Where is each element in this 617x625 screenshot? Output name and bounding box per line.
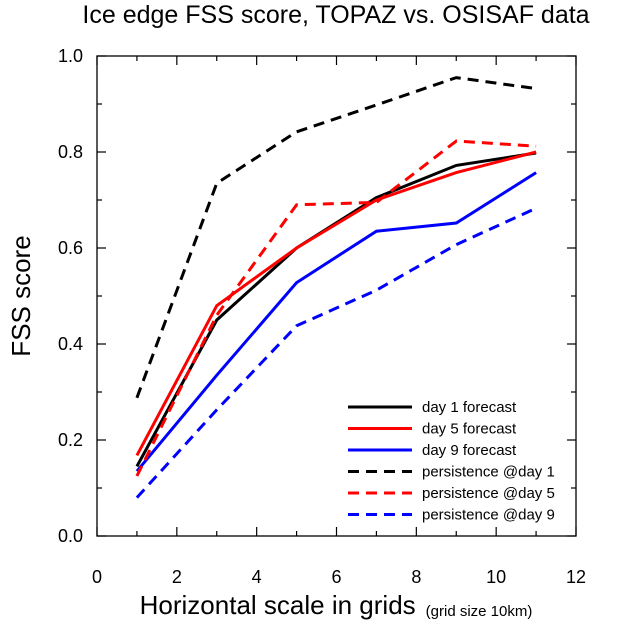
- series-line-persistence-day-5: [135, 139, 537, 477]
- legend-label: persistence @day 5: [422, 485, 555, 502]
- series-line-day-1-forecast: [135, 151, 537, 468]
- x-tick-label: 10: [486, 567, 506, 587]
- legend-label: day 9 forecast: [422, 442, 517, 459]
- x-tick-label: 2: [172, 567, 182, 587]
- legend-label: day 1 forecast: [422, 399, 517, 416]
- legend-label: day 5 forecast: [422, 421, 517, 438]
- legend-label: persistence @day 9: [422, 507, 555, 524]
- x-axis-label-note: (grid size 10km): [426, 603, 533, 620]
- series-line-day-9-forecast: [135, 171, 537, 473]
- x-axis-label-group: Horizontal scale in grids (grid size 10k…: [140, 590, 533, 620]
- series-layer: [135, 76, 537, 499]
- y-axis: 0.0 0.2 0.4 0.6 0.8 1.0: [58, 46, 576, 546]
- y-axis-label: FSS score: [6, 235, 36, 356]
- y-tick-label: 0.0: [58, 526, 83, 546]
- x-tick-label: 0: [92, 567, 102, 587]
- x-tick-label: 4: [252, 567, 262, 587]
- y-tick-label: 1.0: [58, 46, 83, 66]
- y-tick-label: 0.6: [58, 238, 83, 258]
- y-tick-label: 0.4: [58, 334, 83, 354]
- x-tick-label: 8: [411, 567, 421, 587]
- legend: day 1 forecast day 5 forecast day 9 foreca…: [348, 399, 555, 524]
- y-tick-label: 0.8: [58, 142, 83, 162]
- x-tick-label: 12: [566, 567, 586, 587]
- series-line-persistence-day-1: [135, 76, 537, 399]
- series-line-persistence-day-9: [135, 206, 537, 499]
- series-line-day-5-forecast: [135, 150, 537, 457]
- x-axis-label: Horizontal scale in grids: [140, 590, 416, 620]
- y-tick-label: 0.2: [58, 430, 83, 450]
- legend-label: persistence @day 1: [422, 464, 555, 481]
- x-tick-label: 6: [331, 567, 341, 587]
- chart-title: Ice edge FSS score, TOPAZ vs. OSISAF dat…: [82, 1, 589, 29]
- x-axis: 0 2 4 6 8 10 12: [92, 56, 586, 587]
